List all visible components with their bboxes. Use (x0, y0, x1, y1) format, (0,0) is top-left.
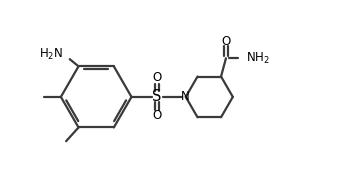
Text: O: O (152, 71, 162, 84)
Text: H$_2$N: H$_2$N (39, 47, 63, 62)
Text: O: O (221, 35, 230, 48)
Text: N: N (181, 90, 190, 103)
Text: O: O (152, 109, 162, 122)
Text: S: S (152, 89, 162, 104)
Text: NH$_2$: NH$_2$ (246, 51, 270, 66)
